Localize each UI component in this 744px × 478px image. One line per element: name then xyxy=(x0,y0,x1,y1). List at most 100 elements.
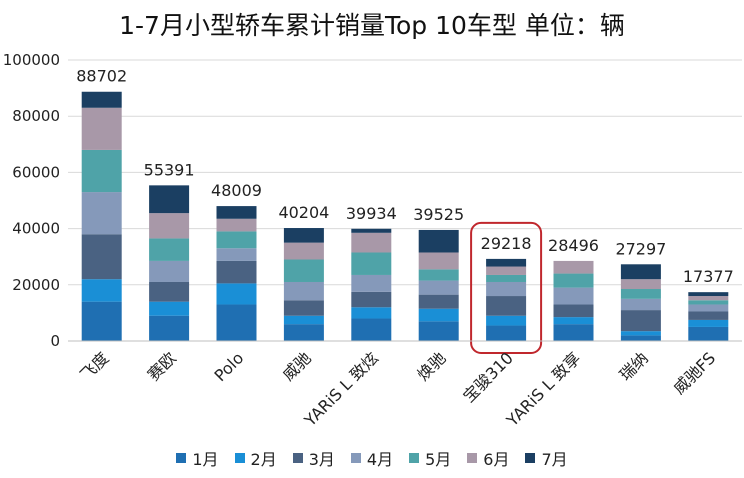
legend-swatch xyxy=(467,453,478,463)
bar-segment xyxy=(351,252,392,275)
bar-segment xyxy=(486,325,527,341)
y-tick-label: 20000 xyxy=(12,276,60,294)
x-tick-label: Polo xyxy=(210,348,247,385)
bar-segment xyxy=(486,274,527,282)
bar-segment xyxy=(351,291,392,308)
bar-segment xyxy=(688,311,729,320)
bar-segment xyxy=(81,107,122,150)
bar-segment xyxy=(620,331,661,336)
x-tick-label: 赛欧 xyxy=(144,348,180,384)
bar-segment xyxy=(351,232,392,253)
bar-segment xyxy=(149,238,190,261)
bar-segment xyxy=(351,318,392,341)
x-tick-label: 威驰FS xyxy=(670,348,720,398)
bar-segment xyxy=(620,310,661,332)
bar-segment xyxy=(486,258,527,267)
bar-segment xyxy=(620,279,661,290)
x-tick-label: 飞度 xyxy=(76,348,112,384)
bar-total-label: 27297 xyxy=(615,239,666,258)
bar-segment xyxy=(418,280,459,295)
bar-segment xyxy=(418,321,459,341)
bar-segment xyxy=(283,281,324,301)
x-tick-label: 威驰 xyxy=(279,348,315,384)
legend-item: 4月 xyxy=(350,446,394,470)
legend-label: 1月 xyxy=(192,450,219,469)
legend-swatch xyxy=(176,453,187,463)
bar-segment xyxy=(149,213,190,239)
bar-segment xyxy=(216,304,257,341)
bar-segment xyxy=(620,289,661,299)
bar-segment xyxy=(620,298,661,311)
bar-segment xyxy=(418,294,459,309)
y-tick-label: 100000 xyxy=(3,51,60,69)
legend-label: 4月 xyxy=(366,450,394,469)
legend-item: 7月 xyxy=(525,446,568,470)
bar-segment xyxy=(620,264,661,280)
legend-item: 2月 xyxy=(234,446,277,470)
legend-swatch xyxy=(292,453,303,463)
bar-segment xyxy=(486,281,527,297)
legend-swatch xyxy=(350,453,361,463)
bar-segment xyxy=(149,185,190,214)
bar-segment xyxy=(553,273,594,288)
bar-segment xyxy=(216,218,257,232)
legend-swatch xyxy=(525,453,536,463)
legend-label: 2月 xyxy=(250,450,277,469)
bar-segment xyxy=(81,234,122,280)
legend-item: 6月 xyxy=(467,446,509,470)
bar-segment xyxy=(351,274,392,292)
bar-segment xyxy=(81,301,122,341)
bar-total-label: 39525 xyxy=(413,205,464,224)
bar-segment xyxy=(418,308,459,322)
bar-segment xyxy=(553,287,594,305)
y-tick-label: 80000 xyxy=(12,107,60,125)
bar-segment xyxy=(418,229,459,253)
legend-label: 5月 xyxy=(425,450,452,469)
bar-segment xyxy=(688,296,729,301)
x-tick-label: 宝骏310 xyxy=(459,348,517,406)
bar-segment xyxy=(688,304,729,312)
bar-segment xyxy=(283,242,324,260)
bar-total-label: 29218 xyxy=(481,234,532,253)
bar-segment xyxy=(688,319,729,327)
bar-segment xyxy=(283,315,324,325)
bar-segment xyxy=(149,315,190,341)
bar-segment xyxy=(351,228,392,233)
legend-label: 6月 xyxy=(483,450,510,469)
bar-segment xyxy=(283,300,324,316)
legend: 1月 2月 3月 4月 5月 6月 7月 xyxy=(0,446,744,470)
bar-segment xyxy=(216,260,257,284)
bar-segment xyxy=(688,300,729,305)
bar-segment xyxy=(283,228,324,243)
y-tick-label: 60000 xyxy=(12,163,60,181)
x-tick-label: 瑞纳 xyxy=(616,348,652,384)
x-tick-label: 焕驰 xyxy=(413,348,449,384)
legend-swatch xyxy=(409,453,420,463)
bar-segment xyxy=(553,304,594,318)
bar-segment xyxy=(553,317,594,325)
y-tick-label: 40000 xyxy=(12,220,60,238)
bar-segment xyxy=(486,315,527,326)
bar-segment xyxy=(283,259,324,282)
bar-segment xyxy=(81,149,122,193)
bar-total-label: 40204 xyxy=(278,203,329,222)
y-tick-label: 0 xyxy=(50,332,60,350)
bar-segment xyxy=(216,283,257,305)
bar-total-label: 48009 xyxy=(211,181,262,200)
bar-total-label: 88702 xyxy=(76,67,127,86)
bar-segment xyxy=(216,248,257,261)
bar-segment xyxy=(553,324,594,341)
bar-segment xyxy=(81,91,122,108)
bar-segment xyxy=(688,292,729,297)
bar-segment xyxy=(418,252,459,270)
bar-segment xyxy=(620,335,661,341)
legend-item: 1月 xyxy=(176,446,219,470)
bar-segment xyxy=(149,301,190,316)
bar-total-label: 55391 xyxy=(144,160,195,179)
bar-segment xyxy=(486,296,527,316)
legend-label: 3月 xyxy=(308,450,335,469)
bar-segment xyxy=(216,206,257,219)
chart-title: 1-7月小型轿车累计销量Top 10车型 单位：辆 xyxy=(119,11,625,40)
